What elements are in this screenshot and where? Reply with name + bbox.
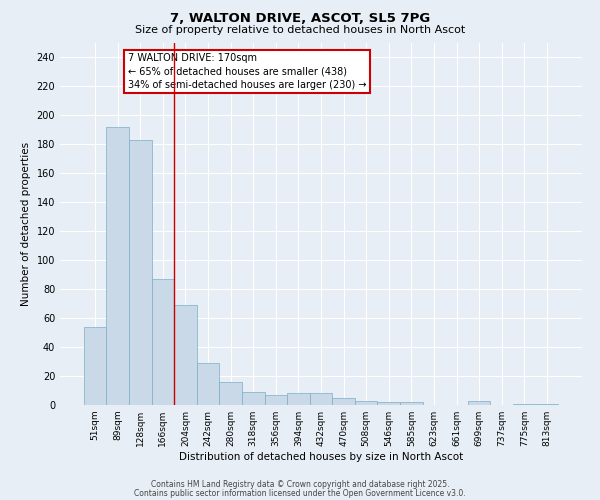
Text: Contains public sector information licensed under the Open Government Licence v3: Contains public sector information licen… (134, 488, 466, 498)
Bar (377, 402, 400, 405)
Bar (197, 363, 220, 405)
Bar (84, 326, 106, 405)
Text: Size of property relative to detached houses in North Ascot: Size of property relative to detached ho… (135, 25, 465, 35)
Bar (468, 400, 490, 405)
Text: Contains HM Land Registry data © Crown copyright and database right 2025.: Contains HM Land Registry data © Crown c… (151, 480, 449, 489)
Bar (310, 394, 332, 405)
Bar (287, 394, 310, 405)
Bar (400, 402, 422, 405)
Bar (332, 398, 355, 405)
Bar (355, 400, 377, 405)
Bar (129, 140, 152, 405)
Text: 7, WALTON DRIVE, ASCOT, SL5 7PG: 7, WALTON DRIVE, ASCOT, SL5 7PG (170, 12, 430, 26)
Bar (536, 404, 558, 405)
Bar (106, 126, 129, 405)
Text: 7 WALTON DRIVE: 170sqm
← 65% of detached houses are smaller (438)
34% of semi-de: 7 WALTON DRIVE: 170sqm ← 65% of detached… (128, 54, 367, 90)
Bar (265, 395, 287, 405)
Bar (513, 404, 536, 405)
X-axis label: Distribution of detached houses by size in North Ascot: Distribution of detached houses by size … (179, 452, 463, 462)
Bar (152, 279, 174, 405)
Bar (242, 392, 265, 405)
Bar (220, 382, 242, 405)
Bar (174, 305, 197, 405)
Y-axis label: Number of detached properties: Number of detached properties (21, 142, 31, 306)
